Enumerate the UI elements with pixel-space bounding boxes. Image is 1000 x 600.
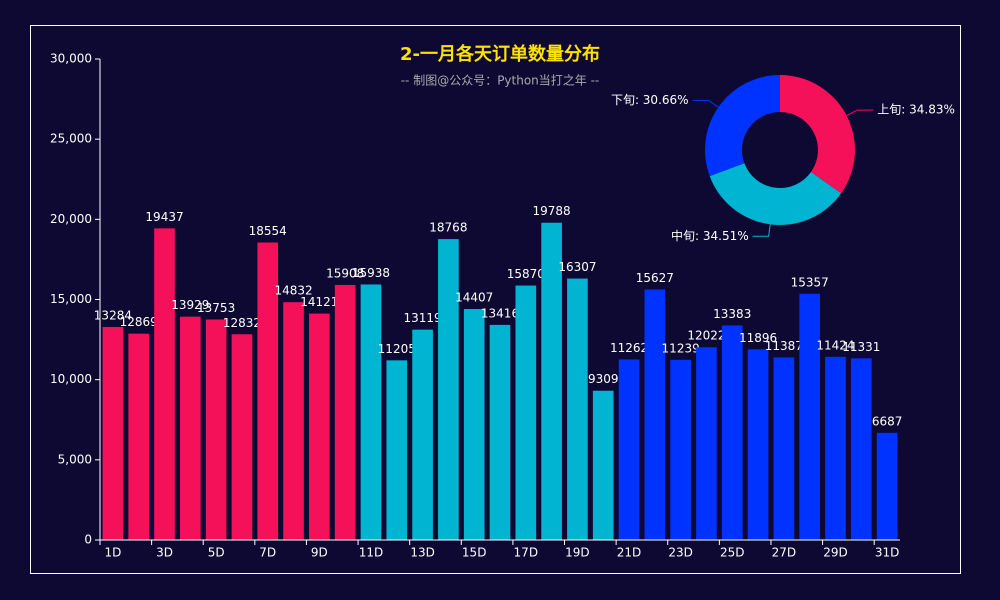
- y-tick-label: 5,000: [58, 452, 92, 466]
- bar-value-label: 12022: [687, 329, 725, 343]
- bar-value-label: 11262: [610, 341, 648, 355]
- bar: [360, 284, 382, 540]
- bar: [102, 327, 124, 540]
- label-line: [752, 224, 771, 237]
- bar: [644, 289, 666, 540]
- bar-value-label: 13753: [197, 301, 235, 315]
- x-tick-label: 21D: [617, 546, 642, 560]
- bar: [438, 239, 459, 540]
- bar-value-label: 11331: [842, 340, 880, 354]
- bar: [747, 349, 769, 540]
- bar-value-label: 18768: [429, 221, 467, 235]
- x-tick-label: 9D: [311, 546, 328, 560]
- bar-value-label: 9309: [588, 372, 619, 386]
- bar-value-label: 13929: [171, 298, 209, 312]
- bar: [567, 278, 588, 540]
- bar-value-label: 12832: [223, 316, 261, 330]
- bar-value-label: 11896: [739, 331, 777, 345]
- bar: [154, 228, 175, 540]
- bar: [773, 357, 795, 540]
- label-line: [846, 109, 874, 117]
- x-tick-label: 3D: [156, 546, 173, 560]
- bar: [386, 360, 408, 540]
- bar-value-label: 13119: [403, 311, 441, 325]
- x-tick-label: 11D: [359, 546, 384, 560]
- bar: [283, 302, 304, 540]
- bar: [463, 309, 485, 540]
- bar-value-label: 19788: [533, 204, 571, 218]
- bar-value-label: 15627: [636, 271, 674, 285]
- chart-title: 2-一月各天订单数量分布: [400, 43, 600, 65]
- x-tick-label: 7D: [259, 546, 276, 560]
- bar: [541, 222, 562, 540]
- chart-subtitle: -- 制图@公众号：Python当打之年 --: [401, 74, 600, 88]
- pie-label: 中旬: 34.51%: [671, 228, 749, 243]
- bar-value-label: 15908: [326, 266, 364, 280]
- bar-value-label: 19437: [145, 210, 183, 224]
- pie-label: 上旬: 34.83%: [877, 103, 955, 117]
- x-tick-label: 27D: [772, 546, 797, 560]
- y-tick-label: 10,000: [50, 372, 92, 386]
- bar: [825, 356, 846, 540]
- x-tick-label: 17D: [514, 546, 539, 560]
- y-tick-label: 15,000: [50, 292, 92, 306]
- bar: [489, 324, 511, 540]
- bar: [721, 325, 743, 540]
- bar: [618, 359, 640, 540]
- x-tick-label: 19D: [565, 546, 590, 560]
- x-tick-label: 25D: [720, 546, 745, 560]
- bar: [515, 285, 537, 540]
- frame: [30, 25, 961, 574]
- bar-value-label: 14832: [274, 284, 312, 298]
- bar-value-label: 14121: [300, 295, 338, 309]
- bar-value-label: 14407: [455, 291, 493, 305]
- bar-value-label: 11424: [816, 338, 854, 352]
- bar-value-label: 6687: [872, 414, 903, 428]
- bar: [180, 316, 201, 540]
- bar: [799, 293, 820, 540]
- y-tick-label: 25,000: [50, 132, 92, 146]
- bar: [257, 242, 279, 541]
- y-tick-label: 20,000: [50, 212, 92, 226]
- bar-value-label: 11239: [662, 341, 700, 355]
- x-tick-label: 31D: [875, 546, 900, 560]
- x-tick-label: 29D: [823, 546, 848, 560]
- pie-label: 下旬: 30.66%: [611, 93, 689, 107]
- bar-value-label: 15357: [791, 275, 829, 289]
- bar: [876, 432, 898, 540]
- pie-slice: [705, 75, 780, 177]
- bar-value-label: 11205: [378, 342, 416, 356]
- bar: [670, 359, 691, 540]
- x-tick-label: 13D: [410, 546, 435, 560]
- bar: [128, 333, 150, 540]
- bar: [412, 329, 433, 540]
- y-tick-label: 30,000: [50, 52, 92, 66]
- bar: [696, 347, 717, 540]
- pie-slice: [709, 163, 842, 225]
- bar: [334, 284, 356, 540]
- x-tick-label: 23D: [668, 546, 693, 560]
- bar-value-label: 15938: [352, 266, 390, 280]
- y-tick-label: 0: [84, 533, 92, 547]
- bar: [231, 334, 253, 540]
- x-tick-label: 15D: [462, 546, 487, 560]
- bar: [309, 313, 330, 540]
- bar-value-label: 12869: [120, 315, 158, 329]
- bar: [205, 319, 227, 540]
- bar-value-label: 16307: [558, 260, 596, 274]
- x-tick-label: 5D: [208, 546, 225, 560]
- bar-value-label: 13416: [481, 306, 519, 320]
- bar: [592, 390, 614, 540]
- bar-value-label: 13284: [94, 309, 132, 323]
- x-tick-label: 1D: [104, 546, 121, 560]
- bar: [850, 358, 872, 540]
- bar-value-label: 15870: [507, 267, 545, 281]
- bar-value-label: 11387: [765, 339, 803, 353]
- bar-value-label: 18554: [249, 224, 287, 238]
- pie-slice: [780, 75, 855, 194]
- bar-value-label: 13383: [713, 307, 751, 321]
- label-line: [692, 99, 719, 108]
